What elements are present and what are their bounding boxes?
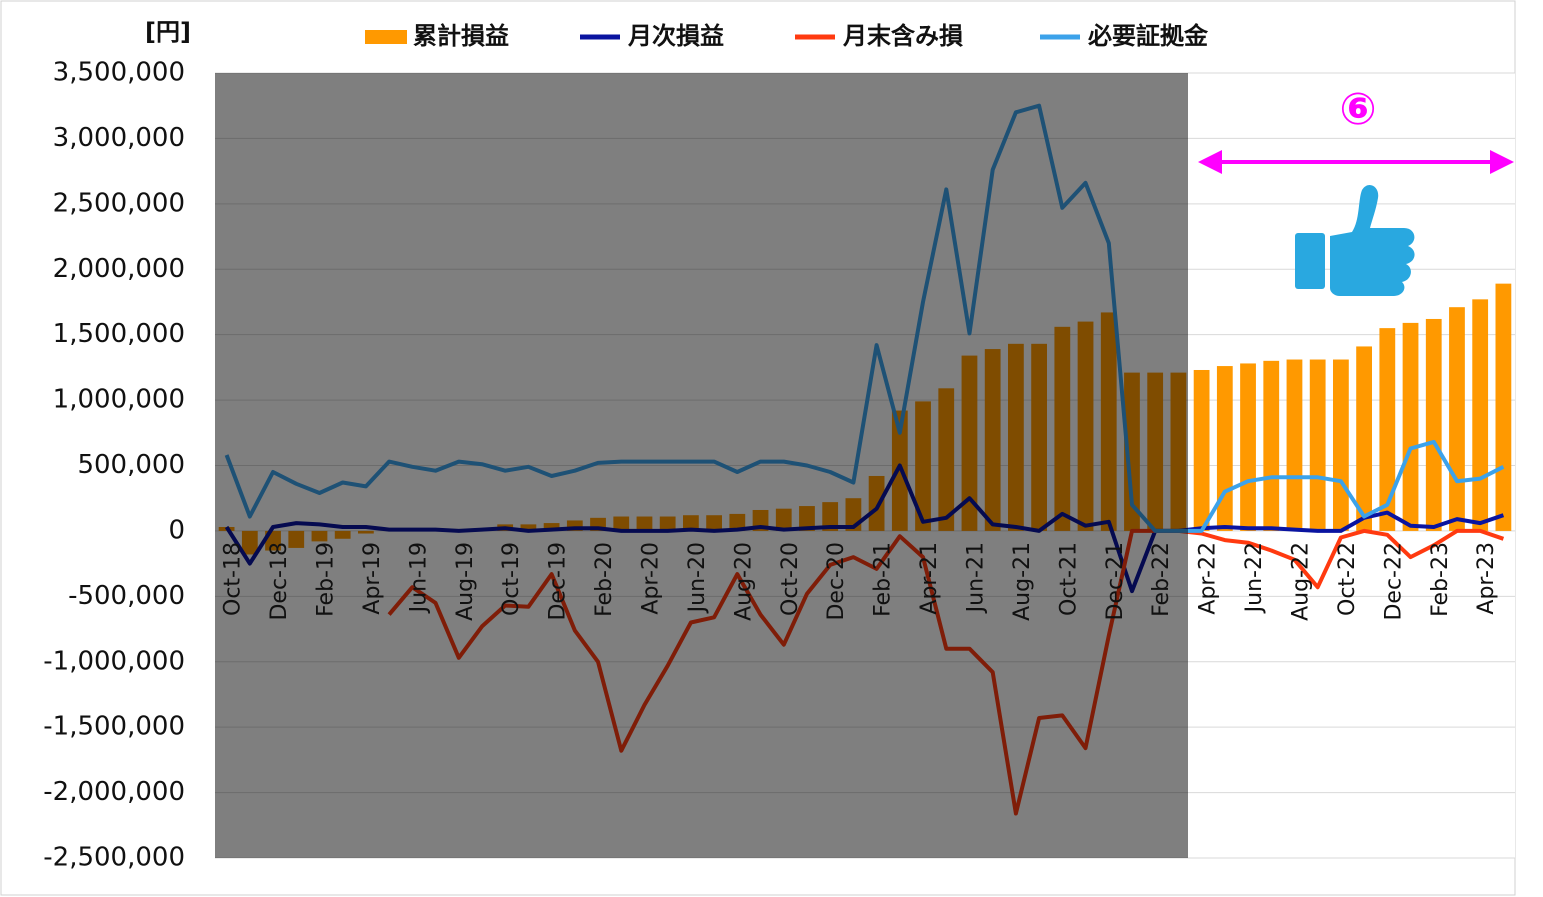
- y-tick-label: -1,500,000: [43, 712, 185, 742]
- y-tick-label: 1,000,000: [53, 385, 185, 415]
- y-tick-label: 2,000,000: [53, 254, 185, 284]
- annotation: ⑥: [1198, 84, 1514, 296]
- bar: [1472, 299, 1489, 531]
- x-tick-label: Feb-22: [1149, 542, 1174, 617]
- x-tick-label: Aug-22: [1288, 542, 1313, 621]
- x-tick-label: Aug-19: [453, 542, 478, 621]
- x-tick-label: Oct-20: [778, 542, 803, 616]
- y-tick-label: -2,500,000: [43, 843, 185, 873]
- bar: [1193, 369, 1210, 531]
- bar: [1333, 359, 1349, 531]
- x-tick-label: Apr-23: [1474, 542, 1499, 615]
- plot-area: Oct-18 Dec-18 Feb-19 Apr-19 Jun-19 Aug-19 Oct-…: [215, 72, 1515, 859]
- legend-label: 必要証拠金: [1088, 22, 1209, 50]
- y-tick-label: 3,500,000: [53, 58, 185, 88]
- bar: [1240, 363, 1256, 531]
- bar: [1216, 366, 1233, 531]
- x-tick-label: Apr-20: [638, 542, 663, 615]
- x-tick-label: Jun-22: [1242, 542, 1267, 614]
- legend-item: 月末含み損: [795, 22, 963, 50]
- bar: [1263, 360, 1280, 531]
- y-tick-label: 1,500,000: [53, 319, 185, 349]
- y-tick-label: -1,000,000: [43, 646, 185, 676]
- legend-label: 累計損益: [413, 22, 509, 50]
- x-tick-label: Feb-23: [1428, 542, 1453, 617]
- x-tick-label: Feb-21: [871, 542, 896, 617]
- bar: [1379, 328, 1396, 531]
- x-tick-label: Apr-21: [917, 542, 942, 615]
- x-tick-label: Jun-19: [406, 542, 431, 614]
- y-tick-label: -2,000,000: [43, 777, 185, 807]
- x-tick-label: Dec-22: [1381, 542, 1406, 621]
- x-tick-label: Aug-20: [731, 542, 756, 621]
- y-tick-label: 2,500,000: [53, 188, 185, 218]
- bar: [1495, 283, 1512, 531]
- legend-item: 累計損益: [365, 22, 509, 50]
- bar: [1356, 346, 1372, 531]
- x-tick-label: Aug-21: [1010, 542, 1035, 621]
- x-tick-label: Dec-20: [824, 542, 849, 621]
- x-tick-label: Oct-18: [221, 542, 246, 616]
- x-tick-label: Apr-19: [360, 542, 385, 615]
- shaded-region: [215, 73, 1188, 858]
- x-tick-label: Dec-19: [546, 542, 571, 621]
- legend-item: 必要証拠金: [1040, 22, 1209, 50]
- x-tick-label: Dec-21: [1103, 542, 1128, 621]
- legend-label: 月末含み損: [842, 22, 963, 50]
- annotation-label: ⑥: [1339, 84, 1376, 135]
- x-tick-label: Dec-18: [267, 542, 292, 621]
- y-tick-label: 500,000: [77, 450, 185, 480]
- x-tick-label: Feb-20: [592, 542, 617, 617]
- y-unit-label: [円]: [145, 18, 191, 46]
- x-tick-label: Oct-22: [1335, 542, 1360, 616]
- x-tick-label: Apr-22: [1196, 542, 1221, 615]
- bar: [1402, 322, 1419, 531]
- y-tick-label: -500,000: [68, 581, 185, 611]
- bar: [1425, 318, 1442, 531]
- bar: [1286, 359, 1303, 531]
- bar: [1449, 307, 1465, 531]
- legend: 累計損益 月次損益 月末含み損 必要証拠金: [365, 22, 1209, 50]
- bar: [1309, 359, 1326, 531]
- x-tick-label: Jun-21: [963, 542, 988, 614]
- x-tick-label: Feb-19: [313, 542, 338, 617]
- x-tick-label: Oct-21: [1056, 542, 1081, 616]
- x-tick-label: Jun-20: [685, 542, 710, 614]
- y-tick-label: 0: [168, 515, 185, 545]
- y-tick-label: 3,000,000: [53, 123, 185, 153]
- legend-item: 月次損益: [580, 22, 724, 50]
- legend-label: 月次損益: [627, 22, 724, 50]
- legend-swatch: [365, 30, 407, 44]
- thumbs-up-icon: [1295, 184, 1415, 296]
- x-tick-label: Oct-19: [499, 542, 524, 616]
